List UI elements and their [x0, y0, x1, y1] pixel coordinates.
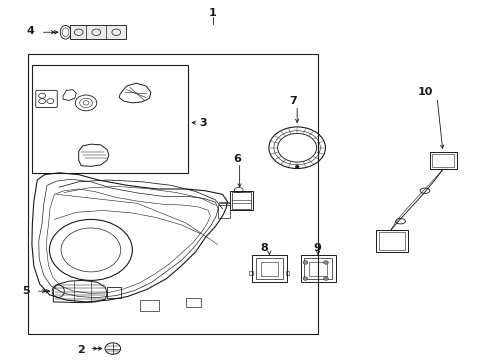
- Bar: [70, 25, 126, 40]
- Bar: [431, 154, 453, 167]
- Bar: [249, 271, 252, 275]
- Bar: [107, 287, 121, 298]
- Text: 3: 3: [199, 118, 206, 128]
- Bar: [429, 152, 456, 169]
- Text: 1: 1: [208, 8, 216, 18]
- Circle shape: [323, 261, 328, 264]
- Bar: [185, 298, 200, 307]
- Bar: [285, 271, 289, 275]
- Circle shape: [303, 261, 307, 264]
- Bar: [251, 255, 286, 282]
- Bar: [260, 262, 278, 276]
- Bar: [217, 205, 229, 218]
- Circle shape: [303, 277, 307, 280]
- Text: 5: 5: [22, 286, 30, 296]
- Bar: [304, 258, 331, 279]
- Bar: [375, 230, 407, 252]
- Bar: [229, 191, 253, 211]
- Text: 9: 9: [313, 243, 321, 253]
- Text: 4: 4: [27, 26, 35, 36]
- Bar: [27, 54, 317, 334]
- Bar: [231, 192, 251, 209]
- Bar: [378, 232, 404, 249]
- Text: 10: 10: [416, 87, 432, 97]
- Circle shape: [295, 165, 299, 168]
- Bar: [309, 262, 326, 276]
- Text: 2: 2: [77, 345, 85, 355]
- Text: 8: 8: [260, 243, 267, 253]
- Text: 6: 6: [233, 154, 241, 164]
- Text: 7: 7: [289, 96, 297, 106]
- Bar: [32, 65, 188, 173]
- Bar: [300, 255, 335, 282]
- Bar: [140, 300, 159, 311]
- Circle shape: [323, 277, 328, 280]
- Bar: [255, 258, 283, 279]
